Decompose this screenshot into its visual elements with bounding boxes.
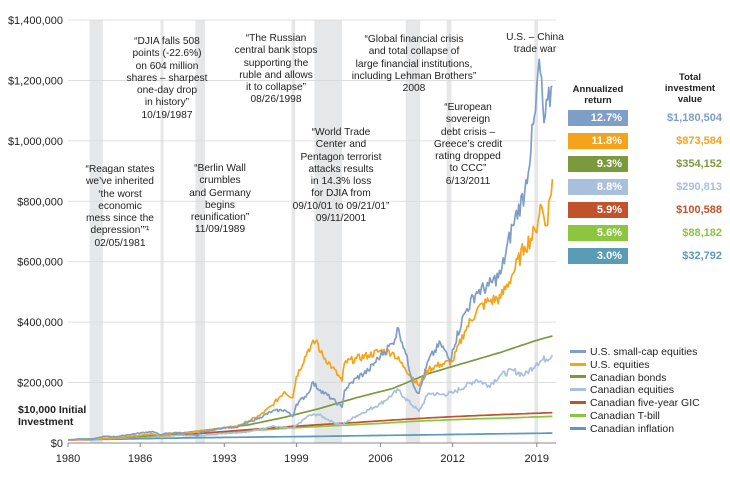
total-value-label: $32,792 bbox=[682, 250, 722, 262]
y-tick-label: $1,000,000 bbox=[8, 136, 63, 148]
shaded-period bbox=[160, 20, 164, 443]
legend-swatch bbox=[570, 388, 586, 392]
annualized-return-header: Annualized return bbox=[572, 84, 624, 106]
total-value-label: $290,813 bbox=[676, 181, 722, 193]
annotation-djia-1987: “DJIA falls 508 points (-22.6%) on 604 m… bbox=[126, 36, 208, 121]
legend-item: U.S. equities bbox=[570, 359, 650, 371]
annualized-return-box: 9.3% bbox=[568, 156, 628, 172]
annotation-european-debt: “European sovereign debt crisis – Greece… bbox=[433, 102, 503, 187]
shaded-period bbox=[314, 20, 343, 443]
legend-swatch bbox=[570, 375, 586, 379]
legend-item: Canadian inflation bbox=[570, 423, 674, 435]
legend-label: Canadian equities bbox=[590, 384, 675, 397]
annualized-return-box: 5.6% bbox=[568, 225, 628, 241]
annotation-us-china: U.S. – China trade war bbox=[506, 32, 564, 56]
annualized-return-box: 11.8% bbox=[568, 133, 628, 149]
y-tick-label: $800,000 bbox=[17, 196, 63, 208]
total-value-label: $354,152 bbox=[676, 158, 722, 170]
shaded-periods bbox=[89, 20, 538, 443]
y-tick-label: $600,000 bbox=[17, 257, 63, 269]
annualized-return-box: 12.7% bbox=[568, 110, 628, 126]
x-tick-label: 2006 bbox=[368, 453, 392, 465]
y-tick-label: $1,400,000 bbox=[8, 15, 63, 27]
total-value-label: $873,584 bbox=[676, 135, 722, 147]
legend-item: U.S. small-cap equities bbox=[570, 346, 697, 358]
legend-item: Canadian bonds bbox=[570, 372, 666, 384]
legend-swatch bbox=[570, 400, 586, 404]
x-tick-label: 1986 bbox=[128, 453, 152, 465]
series-line-u-s-small-cap-equities bbox=[67, 58, 553, 441]
legend-label: Canadian T-bill bbox=[590, 410, 660, 422]
annualized-return-box: 3.0% bbox=[568, 248, 628, 264]
shaded-period bbox=[291, 20, 296, 443]
grid bbox=[68, 19, 556, 383]
legend-swatch bbox=[570, 362, 586, 366]
y-tick-label: $400,000 bbox=[17, 317, 63, 329]
legend-label: Canadian five-year GIC bbox=[590, 397, 700, 410]
legend-swatch bbox=[570, 426, 586, 430]
x-tick-label: 1980 bbox=[56, 453, 80, 465]
total-value-label: $1,180,504 bbox=[666, 112, 722, 124]
shaded-period bbox=[89, 20, 103, 443]
legend-swatch bbox=[570, 349, 586, 353]
legend-label: U.S. small-cap equities bbox=[590, 346, 698, 358]
legend-label: Canadian inflation bbox=[590, 422, 675, 435]
x-tick-label: 2019 bbox=[525, 453, 549, 465]
series-line-canadian-bonds bbox=[67, 335, 553, 441]
annotation-reagan: “Reagan states we’ve inherited ‘the wors… bbox=[85, 164, 155, 249]
legend-item: Canadian five-year GIC bbox=[570, 397, 700, 409]
initial-investment-label: $10,000 Initial Investment bbox=[18, 404, 87, 428]
shaded-period bbox=[195, 20, 206, 443]
shaded-period bbox=[405, 20, 421, 443]
annotation-russian-ruble: “The Russian central bank stops supporti… bbox=[234, 33, 318, 106]
y-tick-label: $0 bbox=[51, 438, 63, 450]
shaded-period bbox=[446, 20, 452, 443]
y-tick-label: $1,200,000 bbox=[8, 75, 63, 87]
annotation-financial-crisis: “Global financial crisis and total colla… bbox=[351, 34, 477, 95]
annualized-return-box: 5.9% bbox=[568, 202, 628, 218]
annotation-wtc-2001: “World Trade Center and Pentagon terrori… bbox=[292, 127, 390, 225]
x-tick-label: 1999 bbox=[284, 453, 308, 465]
annotation-berlin-wall: “Berlin Wall crumbles and Germany begins… bbox=[189, 163, 251, 236]
legend-item: Canadian T-bill bbox=[570, 410, 660, 422]
x-tick-label: 2012 bbox=[440, 453, 464, 465]
series-lines bbox=[67, 58, 554, 442]
y-tick-label: $200,000 bbox=[17, 378, 63, 390]
legend-label: Canadian bonds bbox=[590, 371, 667, 384]
x-tick-label: 1993 bbox=[212, 453, 236, 465]
series-line-u-s-equities bbox=[67, 179, 554, 441]
annualized-return-box: 8.8% bbox=[568, 179, 628, 195]
series-line-canadian-inflation bbox=[67, 432, 553, 441]
axes: $1,400,000 $1,200,000 $1,000,000 $800,000 $6… bbox=[8, 15, 556, 465]
legend-swatch bbox=[570, 413, 586, 417]
legend-label: U.S. equities bbox=[590, 358, 650, 371]
total-value-label: $100,588 bbox=[676, 204, 722, 216]
total-value-header: Total investment value bbox=[664, 72, 716, 105]
total-value-label: $88,182 bbox=[682, 227, 722, 239]
legend-item: Canadian equities bbox=[570, 384, 674, 396]
